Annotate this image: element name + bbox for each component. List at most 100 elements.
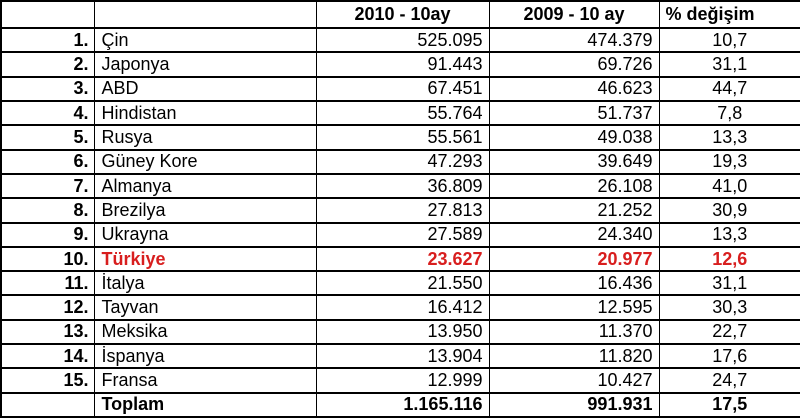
cell-v2010: 13.904 <box>315 343 490 370</box>
cell-rank: 13. <box>0 318 95 346</box>
cell-pct: 12,6 <box>658 245 800 273</box>
cell-rank: 11. <box>0 270 95 297</box>
table-body: 1. Çin 525.095 474.379 10,7 2. Japonya 91.443 69… <box>0 26 800 418</box>
table-row: 15. Fransa 12.999 10.427 24,7 <box>0 367 800 394</box>
cell-v2009: 20.977 <box>488 245 660 273</box>
cell-pct: 30,9 <box>658 197 800 224</box>
cell-rank: 9. <box>0 221 95 248</box>
cell-v2009: 474.379 <box>488 26 660 54</box>
cell-country: Toplam <box>93 391 317 418</box>
cell-v2009: 21.252 <box>488 197 660 224</box>
cell-v2009: 51.737 <box>488 99 660 127</box>
cell-pct: 10,7 <box>658 26 800 54</box>
table-row: 6. Güney Kore 47.293 39.649 19,3 <box>0 148 800 175</box>
cell-rank: 15. <box>0 367 95 394</box>
cell-rank: 10. <box>0 245 95 273</box>
cell-pct: 13,3 <box>658 221 800 248</box>
header-rank <box>0 0 95 29</box>
table-row: 4. Hindistan 55.764 51.737 7,8 <box>0 99 800 127</box>
cell-v2009: 39.649 <box>488 148 660 175</box>
cell-country: Japonya <box>93 51 317 78</box>
cell-pct: 22,7 <box>658 318 800 346</box>
table-row: 1. Çin 525.095 474.379 10,7 <box>0 26 800 54</box>
cell-v2010: 23.627 <box>315 245 490 273</box>
header-country <box>93 0 317 29</box>
header-pct-degisim: % değişim <box>658 0 800 29</box>
header-2009-10ay: 2009 - 10 ay <box>488 0 660 29</box>
cell-v2010: 12.999 <box>315 367 490 394</box>
cell-rank: 1. <box>0 26 95 54</box>
cell-rank: 3. <box>0 75 95 102</box>
header-row: 2010 - 10ay 2009 - 10 ay % değişim <box>0 0 800 29</box>
cell-pct: 17,5 <box>658 391 800 418</box>
cell-v2009: 10.427 <box>488 367 660 394</box>
cell-v2010: 36.809 <box>315 172 490 200</box>
cell-country: İtalya <box>93 270 317 297</box>
cell-country: Tayvan <box>93 294 317 321</box>
header-2010-10ay: 2010 - 10ay <box>315 0 490 29</box>
cell-country: Çin <box>93 26 317 54</box>
cell-pct: 31,1 <box>658 270 800 297</box>
table-row: 14. İspanya 13.904 11.820 17,6 <box>0 343 800 370</box>
cell-country: İspanya <box>93 343 317 370</box>
cell-v2009: 12.595 <box>488 294 660 321</box>
cell-country: ABD <box>93 75 317 102</box>
cell-country: Ukrayna <box>93 221 317 248</box>
cell-rank: 4. <box>0 99 95 127</box>
cell-pct: 7,8 <box>658 99 800 127</box>
cell-v2009: 24.340 <box>488 221 660 248</box>
cell-country: Güney Kore <box>93 148 317 175</box>
cell-v2010: 27.589 <box>315 221 490 248</box>
table-row: 7. Almanya 36.809 26.108 41,0 <box>0 172 800 200</box>
cell-rank: 14. <box>0 343 95 370</box>
table-row: 8. Brezilya 27.813 21.252 30,9 <box>0 197 800 224</box>
cell-pct: 24,7 <box>658 367 800 394</box>
cell-v2009: 46.623 <box>488 75 660 102</box>
table-row: 3. ABD 67.451 46.623 44,7 <box>0 75 800 102</box>
cell-pct: 44,7 <box>658 75 800 102</box>
total-row: Toplam 1.165.116 991.931 17,5 <box>0 391 800 418</box>
cell-rank: 2. <box>0 51 95 78</box>
cell-rank: 7. <box>0 172 95 200</box>
cell-country: Türkiye <box>93 245 317 273</box>
cell-v2009: 69.726 <box>488 51 660 78</box>
table-row: 11. İtalya 21.550 16.436 31,1 <box>0 270 800 297</box>
cell-v2009: 16.436 <box>488 270 660 297</box>
cell-v2009: 11.820 <box>488 343 660 370</box>
cell-country: Fransa <box>93 367 317 394</box>
table-row: 12. Tayvan 16.412 12.595 30,3 <box>0 294 800 321</box>
cell-rank: 8. <box>0 197 95 224</box>
cell-v2010: 21.550 <box>315 270 490 297</box>
cell-pct: 31,1 <box>658 51 800 78</box>
cell-v2010: 55.764 <box>315 99 490 127</box>
cell-v2009: 49.038 <box>488 124 660 151</box>
cell-pct: 41,0 <box>658 172 800 200</box>
table-row-highlighted: 10. Türkiye 23.627 20.977 12,6 <box>0 245 800 273</box>
cell-pct: 30,3 <box>658 294 800 321</box>
cell-pct: 19,3 <box>658 148 800 175</box>
cell-rank <box>0 391 95 418</box>
cell-country: Meksika <box>93 318 317 346</box>
cell-pct: 17,6 <box>658 343 800 370</box>
cell-rank: 6. <box>0 148 95 175</box>
cell-v2009: 991.931 <box>488 391 660 418</box>
cell-country: Almanya <box>93 172 317 200</box>
cell-rank: 5. <box>0 124 95 151</box>
cell-v2010: 27.813 <box>315 197 490 224</box>
table-row: 2. Japonya 91.443 69.726 31,1 <box>0 51 800 78</box>
cell-v2010: 67.451 <box>315 75 490 102</box>
cell-country: Brezilya <box>93 197 317 224</box>
cell-v2009: 11.370 <box>488 318 660 346</box>
cell-v2010: 525.095 <box>315 26 490 54</box>
table-row: 13. Meksika 13.950 11.370 22,7 <box>0 318 800 346</box>
table-row: 9. Ukrayna 27.589 24.340 13,3 <box>0 221 800 248</box>
cell-country: Hindistan <box>93 99 317 127</box>
cell-country: Rusya <box>93 124 317 151</box>
cell-v2010: 91.443 <box>315 51 490 78</box>
cell-rank: 12. <box>0 294 95 321</box>
cell-v2010: 13.950 <box>315 318 490 346</box>
table-row: 5. Rusya 55.561 49.038 13,3 <box>0 124 800 151</box>
cell-v2010: 1.165.116 <box>315 391 490 418</box>
cell-v2009: 26.108 <box>488 172 660 200</box>
